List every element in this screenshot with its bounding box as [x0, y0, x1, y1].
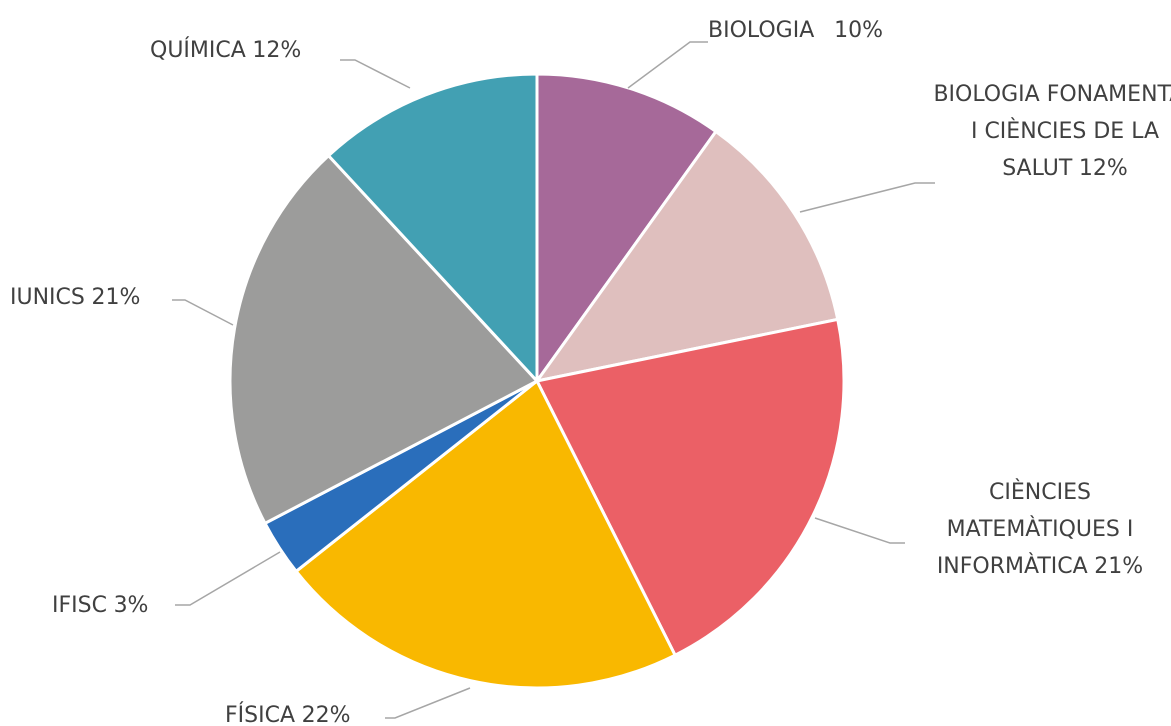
- pie-slice: [535, 72, 718, 386]
- leader-line: [799, 182, 935, 213]
- data-label: FÍSICA 22%: [225, 697, 425, 726]
- leader-line: [340, 59, 411, 89]
- pie-slice: [294, 378, 678, 690]
- pie-slice: [326, 72, 539, 385]
- data-label: BIOLOGIA FONAMENTAL I CIÈNCIES DE LA SAL…: [930, 76, 1171, 187]
- leader-line: [627, 41, 708, 89]
- category-label: IFISC: [52, 593, 107, 618]
- leader-line: [175, 551, 281, 606]
- category-label: QUÍMICA: [150, 38, 246, 63]
- leader-line: [172, 299, 234, 326]
- data-label: QUÍMICA 12%: [150, 32, 390, 69]
- value-label: 12%: [252, 38, 302, 63]
- pie-slice: [228, 153, 540, 526]
- leader-line: [814, 517, 905, 544]
- pie-slice: [534, 317, 846, 658]
- category-label: FÍSICA: [225, 703, 296, 726]
- value-label: 21%: [1094, 554, 1144, 579]
- data-label: IUNICS 21%: [10, 279, 230, 316]
- data-label: CIÈNCIES MATEMÀTIQUES I INFORMÀTICA 21%: [900, 474, 1171, 585]
- leader-line: [385, 687, 471, 719]
- data-label: BIOLOGIA 10%: [708, 12, 968, 49]
- pie-slice: [533, 129, 840, 384]
- value-label: 21%: [91, 285, 141, 310]
- category-label: BIOLOGIA: [708, 18, 815, 43]
- value-label: 22%: [301, 703, 351, 726]
- category-label: CIÈNCIES MATEMÀTIQUES I INFORMÀTICA: [936, 480, 1134, 579]
- category-label: BIOLOGIA FONAMENTAL I CIÈNCIES DE LA SAL…: [933, 82, 1171, 181]
- data-label: IFISC 3%: [52, 587, 252, 624]
- value-label: 10%: [834, 18, 883, 43]
- category-label: IUNICS: [10, 285, 85, 310]
- value-label: 3%: [113, 593, 149, 618]
- value-label: 12%: [1078, 156, 1128, 181]
